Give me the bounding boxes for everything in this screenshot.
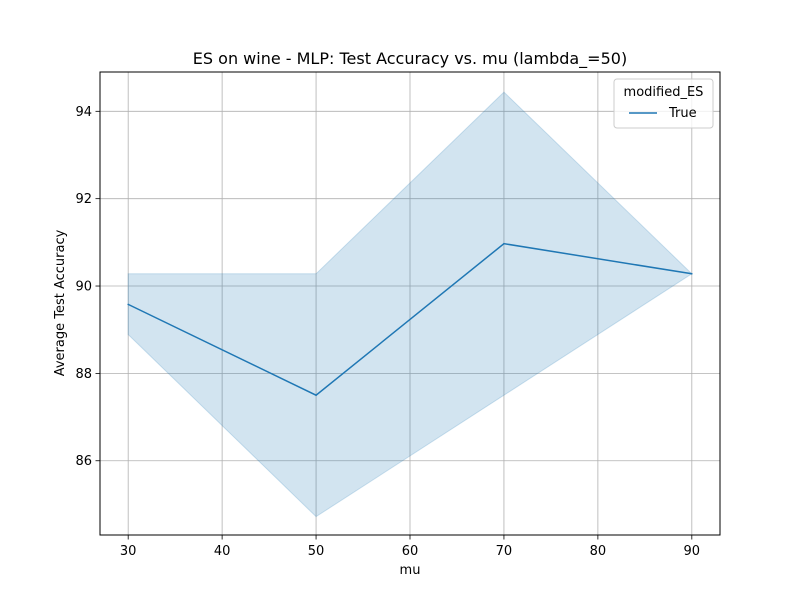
- y-tick-label: 94: [75, 105, 92, 120]
- grid: [100, 72, 720, 535]
- x-axis-label: mu: [400, 563, 421, 578]
- legend-title: modified_ES: [624, 85, 704, 100]
- data-point: [315, 394, 317, 397]
- legend-box: [613, 78, 714, 129]
- series-line: [127, 242, 692, 397]
- x-tick-label: 30: [120, 544, 137, 559]
- y-tick-label: 88: [75, 367, 92, 382]
- x-axis-ticks: 30 40 50 60 70 80 90: [120, 535, 700, 559]
- confidence-band: [127, 91, 693, 518]
- x-tick-label: 90: [684, 544, 701, 559]
- y-tick-label: 92: [75, 192, 92, 207]
- x-tick-label: 50: [308, 544, 325, 559]
- x-tick-label: 40: [214, 544, 231, 559]
- chart-title: ES on wine - MLP: Test Accuracy vs. mu (…: [193, 49, 627, 69]
- x-tick-label: 60: [402, 544, 419, 559]
- y-tick-label: 86: [75, 454, 92, 469]
- series-layer: [127, 242, 693, 397]
- y-axis-label: Average Test Accuracy: [53, 229, 68, 376]
- data-point: [503, 242, 505, 245]
- y-axis-ticks: 86 88 90 92 94: [75, 105, 100, 469]
- y-tick-label: 90: [75, 280, 92, 295]
- data-point: [691, 272, 693, 275]
- legend: modified_ES True: [613, 78, 714, 129]
- data-point: [127, 303, 129, 306]
- x-tick-label: 70: [496, 544, 513, 559]
- legend-entry-label: True: [668, 106, 697, 121]
- x-tick-label: 80: [590, 544, 607, 559]
- confidence-band-layer: [127, 91, 693, 518]
